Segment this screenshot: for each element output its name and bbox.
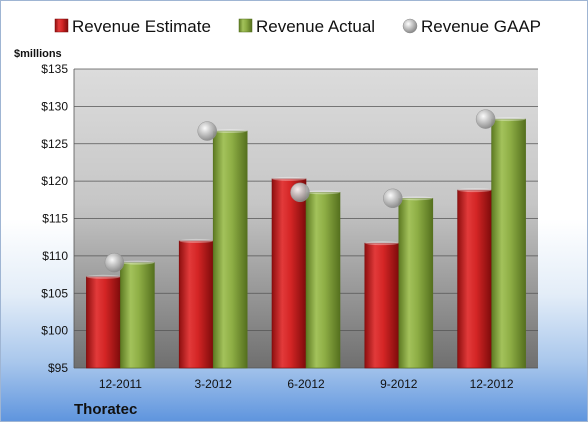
legend: Revenue Estimate Revenue Actual Revenue … (54, 17, 541, 36)
legend-swatch-actual (238, 18, 253, 33)
bar-revenue-estimate (364, 242, 400, 369)
bar-revenue-estimate (457, 189, 492, 369)
bar-revenue-actual (398, 198, 434, 369)
bar-revenue-actual (305, 192, 341, 369)
gaap-marker (290, 182, 310, 203)
bar-revenue-estimate-top-highlight (272, 176, 306, 181)
bar-revenue-actual-top-highlight (306, 190, 340, 195)
bar-revenue-actual (491, 118, 526, 369)
x-tick-label: 6-2012 (287, 377, 325, 391)
y-axis-ticks: $95 $100 $105 $110 $115 $120 $125 $130 $135 (41, 62, 68, 375)
bar-revenue-estimate-top-highlight (364, 241, 399, 246)
gaap-markers (104, 109, 496, 273)
x-tick-label: 12-2012 (470, 377, 514, 391)
bar-revenue-estimate-top-highlight (86, 274, 121, 279)
bar-revenue-estimate-top-highlight (179, 238, 214, 243)
bar-revenue-estimate (178, 240, 214, 369)
bar-revenue-actual-top-highlight (213, 129, 248, 134)
bar-revenue-estimate (86, 276, 121, 369)
bar-revenue-estimate-top-highlight (457, 188, 492, 193)
y-tick-label: $110 (42, 249, 68, 263)
gaap-marker (104, 252, 125, 273)
legend-label-actual: Revenue Actual (256, 17, 375, 36)
bar-revenue-actual (120, 262, 155, 369)
gaap-marker (197, 121, 217, 141)
y-tick-label: $115 (42, 212, 68, 226)
y-tick-label: $120 (41, 174, 68, 188)
bar-revenue-actual-top-highlight (491, 117, 526, 122)
unit-label: $millions (14, 48, 62, 60)
gaap-marker (475, 109, 496, 129)
bars (86, 117, 526, 369)
x-tick-label: 3-2012 (195, 377, 233, 391)
y-tick-label: $125 (41, 137, 68, 151)
y-tick-label: $130 (41, 99, 68, 113)
bar-revenue-actual-top-highlight (398, 196, 433, 201)
y-tick-label: $100 (41, 324, 68, 338)
legend-marker-gaap (402, 18, 418, 34)
x-tick-label: 12-2011 (99, 377, 142, 391)
bar-revenue-estimate (271, 178, 307, 369)
legend-label-gaap: Revenue GAAP (421, 17, 541, 36)
x-axis-ticks: 12-2011 3-2012 6-2012 9-2012 12-2012 (99, 377, 514, 391)
legend-label-estimate: Revenue Estimate (72, 17, 211, 36)
bar-revenue-actual (212, 130, 248, 369)
company-name: Thoratec (74, 401, 137, 418)
gaap-marker (383, 188, 403, 209)
y-tick-label: $95 (48, 361, 68, 375)
x-tick-label: 9-2012 (380, 377, 418, 391)
y-tick-label: $105 (41, 286, 68, 300)
legend-swatch-estimate (54, 18, 69, 33)
y-tick-label: $135 (41, 62, 68, 76)
bar-revenue-actual-top-highlight (120, 260, 155, 265)
